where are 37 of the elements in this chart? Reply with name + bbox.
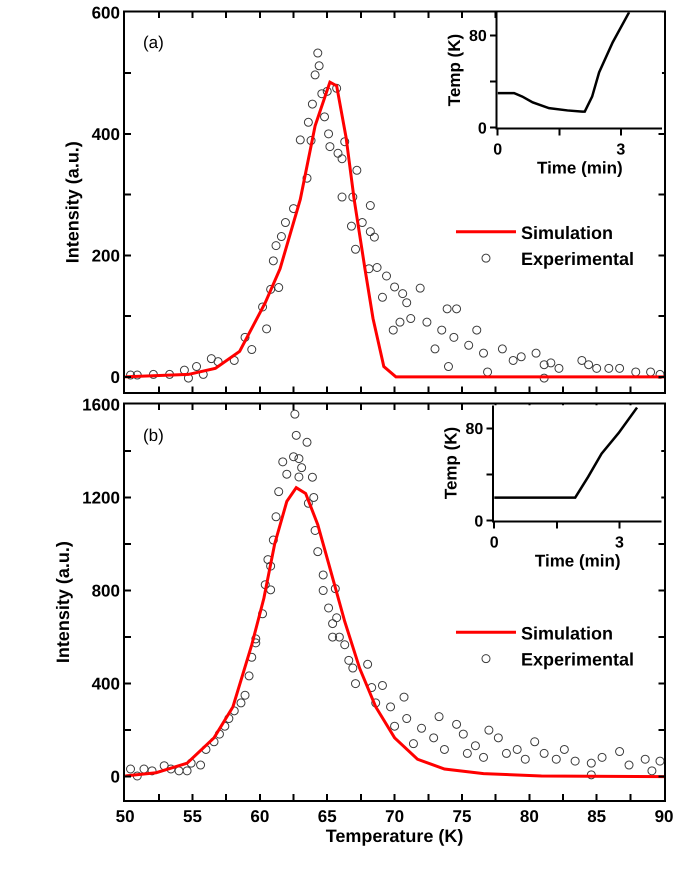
y-axis-title: Temp (K): [444, 34, 464, 106]
x-tick-label: 80: [520, 807, 539, 826]
x-tick-label: 50: [116, 807, 135, 826]
x-tick-label: 65: [318, 807, 337, 826]
y-tick-label: 800: [92, 581, 120, 600]
x-tick-label: 75: [452, 807, 472, 826]
y-tick-label: 1600: [82, 395, 120, 414]
y-tick-label: 0: [110, 768, 120, 787]
x-tick-label: 90: [654, 807, 674, 826]
legend-label: Experimental: [520, 650, 634, 670]
y-tick-label: 400: [92, 674, 120, 694]
y-tick-label: 0: [110, 368, 120, 387]
y-axis-title: Intensity (a.u.): [52, 541, 73, 664]
x-tick-label: 3: [615, 534, 624, 552]
y-tick-label: 600: [92, 3, 120, 22]
y-tick-label: 0: [474, 513, 484, 530]
y-axis-title: Intensity (a.u.): [62, 141, 82, 264]
y-axis-title: Temp (K): [441, 426, 460, 500]
x-tick-label: 85: [587, 807, 606, 826]
y-tick-label: 80: [465, 420, 484, 438]
legend-label: Simulation: [520, 623, 613, 644]
x-tick-label: 70: [385, 807, 404, 826]
y-tick-label: 1200: [82, 488, 120, 508]
x-tick-label: 60: [250, 807, 270, 826]
text: (a): [143, 33, 164, 52]
x-axis-title: Time (min): [537, 158, 623, 178]
x-tick-label: 3: [616, 142, 626, 159]
y-tick-label: 400: [92, 124, 120, 144]
legend-label: Experimental: [520, 249, 634, 270]
x-axis-title: Temperature (K): [326, 826, 464, 846]
x-tick-label: 55: [183, 807, 202, 826]
x-axis-title: Time (min): [534, 552, 621, 571]
legend-label: Simulation: [520, 222, 613, 243]
y-tick-label: 80: [468, 28, 487, 46]
text: (b): [143, 426, 164, 445]
y-tick-label: 0: [478, 120, 487, 138]
y-tick-label: 200: [92, 246, 120, 266]
